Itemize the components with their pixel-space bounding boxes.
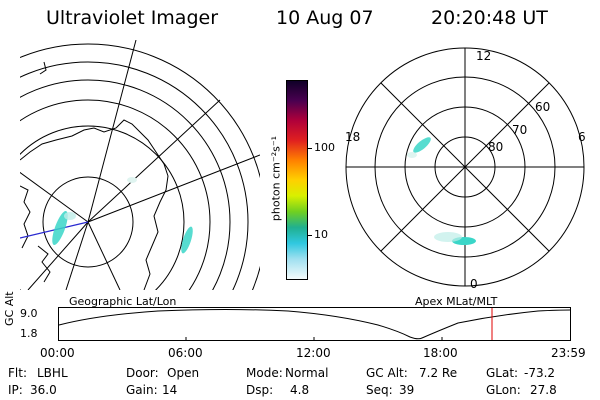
- left-panel-title: Geographic Lat/Lon: [69, 295, 177, 308]
- colorbar-tick: [307, 235, 312, 236]
- info-glat-label: GLat:: [486, 366, 519, 380]
- timeline-xtick: 06:00: [168, 346, 203, 360]
- info-seq-label: Seq:: [366, 383, 393, 397]
- info-ip-label: IP:: [8, 383, 23, 397]
- info-dsp-value: 4.8: [290, 383, 310, 397]
- mlt-label-12: 12: [476, 49, 491, 63]
- info-seq-value: 39: [399, 383, 415, 397]
- colorbar-unit-label: photon cm⁻²s⁻¹: [269, 135, 283, 222]
- info-door-value: Open: [167, 366, 200, 380]
- info-mode-value: Normal: [285, 366, 329, 380]
- info-dsp-label: Dsp:: [246, 383, 274, 397]
- timeline-axis-label: GC Alt: [3, 291, 16, 326]
- info-gain-value: 14: [162, 383, 178, 397]
- aurora-emission: [52, 210, 68, 246]
- right-panel-title: Apex MLat/MLT: [415, 295, 498, 308]
- timeline-xtick: 00:00: [40, 346, 75, 360]
- mlat-label-70: 70: [512, 123, 527, 137]
- info-gcalt-value: 7.2 Re: [419, 366, 458, 380]
- info-door-label: Door:: [126, 366, 159, 380]
- track-line: [20, 221, 89, 239]
- info-ip-value: 36.0: [30, 383, 57, 397]
- info-glon-value: 27.8: [530, 383, 557, 397]
- colorbar-tick: [307, 148, 312, 149]
- date-label: 10 Aug 07: [276, 7, 374, 29]
- timeline-ytick-high: 9.0: [20, 307, 38, 320]
- info-gain-label: Gain:: [126, 383, 158, 397]
- time-label: 20:20:48 UT: [431, 7, 548, 29]
- timeline-xtick: 23:59: [551, 346, 586, 360]
- info-flt-value: LBHL: [37, 366, 68, 380]
- aurora-emission: [413, 137, 431, 153]
- colorbar-tick-100: 100: [314, 141, 335, 154]
- mlt-label-6: 6: [578, 130, 586, 144]
- altitude-timeline: [58, 307, 571, 341]
- instrument-title: Ultraviolet Imager: [46, 7, 219, 29]
- geographic-map: [20, 40, 260, 290]
- info-gcalt-label: GC Alt:: [366, 366, 408, 380]
- mlat-label-80: 80: [488, 140, 503, 154]
- mlt-label-18: 18: [345, 130, 360, 144]
- color-scale-bar: [286, 80, 308, 280]
- timeline-xtick: 12:00: [296, 346, 331, 360]
- aurora-emission: [181, 226, 193, 254]
- info-flt-label: Flt:: [8, 366, 27, 380]
- info-mode-label: Mode:: [246, 366, 283, 380]
- polar-plot: 12 0 18 6 60 70 80: [345, 47, 586, 290]
- mlt-label-0: 0: [470, 277, 478, 290]
- timeline-ytick-low: 1.8: [20, 327, 38, 340]
- colorbar-tick-10: 10: [314, 228, 328, 241]
- timeline-xtick: 18:00: [423, 346, 458, 360]
- mlat-label-60: 60: [535, 100, 550, 114]
- info-glat-value: -73.2: [524, 366, 556, 380]
- info-glon-label: GLon:: [486, 383, 521, 397]
